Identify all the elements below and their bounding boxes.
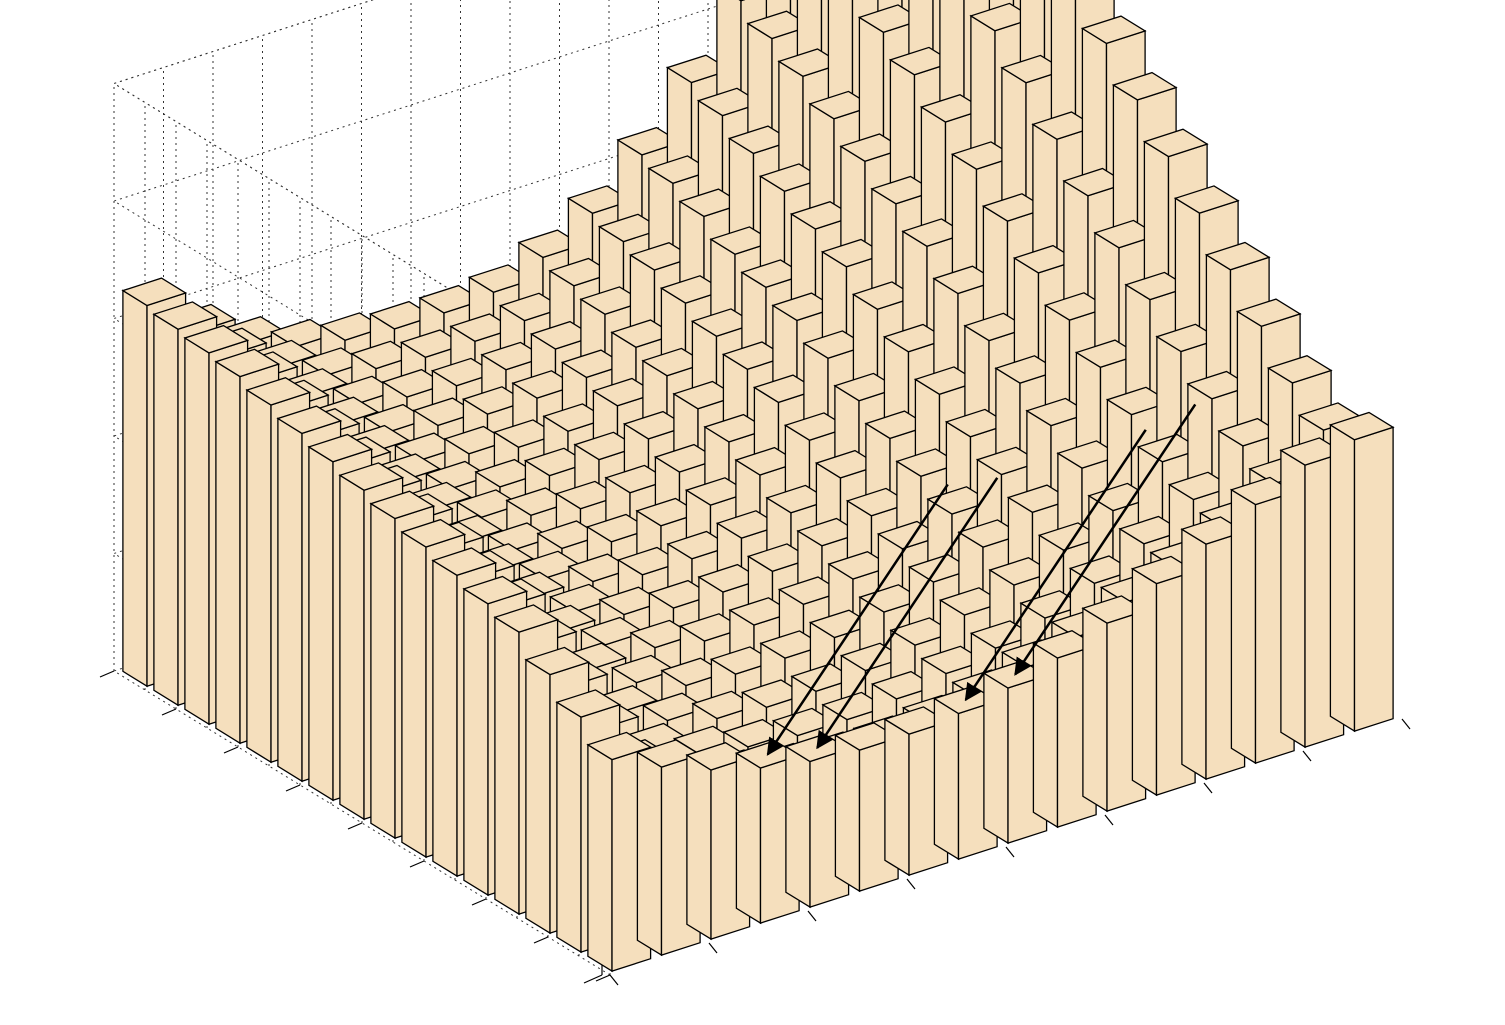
- bar-top-face: [1142, 128, 1209, 158]
- bar-side-face: [370, 502, 396, 840]
- bar-side-face: [884, 718, 910, 877]
- row-tick: [595, 974, 611, 982]
- bar-side-face: [494, 616, 520, 916]
- annotation-arrow-2: [816, 477, 999, 750]
- bar-side-face: [1230, 488, 1257, 765]
- row-tick: [285, 784, 301, 792]
- grid-line: [112, 0, 611, 388]
- bar-side-face: [785, 745, 811, 909]
- bar-top-face: [524, 646, 591, 676]
- bar-top-face: [400, 518, 467, 548]
- row-tick: [409, 860, 425, 868]
- col-tick: [906, 878, 916, 890]
- bar-side-face: [401, 530, 427, 859]
- bar-side-face: [686, 753, 712, 941]
- bar-top-face: [214, 348, 281, 378]
- bar-side-face: [308, 445, 334, 802]
- bar-top-face: [1235, 298, 1302, 328]
- bar-top-face: [493, 604, 560, 633]
- row-tick: [161, 708, 177, 716]
- bar-top-face: [152, 301, 219, 330]
- col-tick: [1401, 718, 1411, 730]
- row-tick: [533, 936, 549, 944]
- bar-side-face: [1280, 449, 1306, 749]
- z-tick: [583, 974, 603, 984]
- bar-top-face: [1328, 411, 1395, 441]
- chart-bars: [121, 0, 1395, 973]
- bar-side-face: [246, 388, 272, 764]
- row-tick: [347, 822, 363, 830]
- row-tick: [471, 898, 487, 906]
- bar-side-face: [1082, 607, 1108, 813]
- bar-side-face: [153, 313, 179, 707]
- row-tick: [99, 670, 115, 678]
- bar-top-face: [276, 405, 343, 435]
- col-tick: [1302, 750, 1312, 762]
- col-tick: [1203, 782, 1213, 794]
- grid-line: [112, 414, 907, 976]
- bar-side-face: [983, 672, 1009, 845]
- bar-top-face: [307, 433, 374, 463]
- bar-top-face: [1266, 354, 1333, 384]
- annotation-arrow-4: [1014, 403, 1197, 676]
- bar-side-face: [122, 289, 148, 688]
- annotation-arrow-3: [964, 429, 1147, 702]
- bar-side-face: [1329, 423, 1356, 733]
- bar-front-face: [1353, 426, 1394, 732]
- bar-top-face: [738, 0, 746, 2]
- bar-side-face: [215, 360, 241, 745]
- col-tick: [1104, 814, 1114, 826]
- bar-side-face: [1032, 641, 1059, 829]
- bar-r1-c16: [1328, 411, 1395, 733]
- bar-top-face: [462, 575, 529, 605]
- bar-side-face: [339, 474, 365, 821]
- bar-top-face: [338, 462, 405, 491]
- bar-top-face: [183, 324, 250, 354]
- bar-side-face: [463, 587, 489, 897]
- chart-annotations: [766, 403, 1197, 756]
- bar-side-face: [556, 701, 582, 954]
- bar-side-face: [1181, 528, 1207, 781]
- col-tick: [609, 974, 619, 986]
- bar-side-face: [1131, 567, 1158, 797]
- bar-top-face: [1111, 71, 1178, 101]
- bar-top-face: [245, 376, 312, 406]
- bar-top-face: [586, 731, 653, 761]
- bar-top-face: [555, 689, 622, 718]
- bar-top-face: [1080, 15, 1147, 45]
- bar-side-face: [735, 752, 762, 925]
- bar-top-face: [1204, 241, 1271, 271]
- row-tick: [223, 746, 239, 754]
- col-tick: [1005, 846, 1015, 858]
- bar-side-face: [432, 559, 458, 878]
- bar-side-face: [525, 658, 551, 935]
- col-tick: [807, 910, 817, 922]
- bar-top-face: [431, 547, 498, 577]
- bar-side-face: [587, 743, 613, 973]
- bar-side-face: [277, 417, 303, 783]
- bar-top-face: [369, 490, 436, 520]
- bar-side-face: [184, 336, 210, 726]
- bar-side-face: [933, 697, 960, 861]
- bar-top-face: [1173, 185, 1240, 214]
- col-tick: [708, 942, 718, 954]
- bar-top-face: [121, 277, 188, 307]
- annotation-arrow-1: [766, 483, 949, 756]
- bar-side-face: [834, 734, 861, 893]
- bar-side-face: [636, 751, 663, 957]
